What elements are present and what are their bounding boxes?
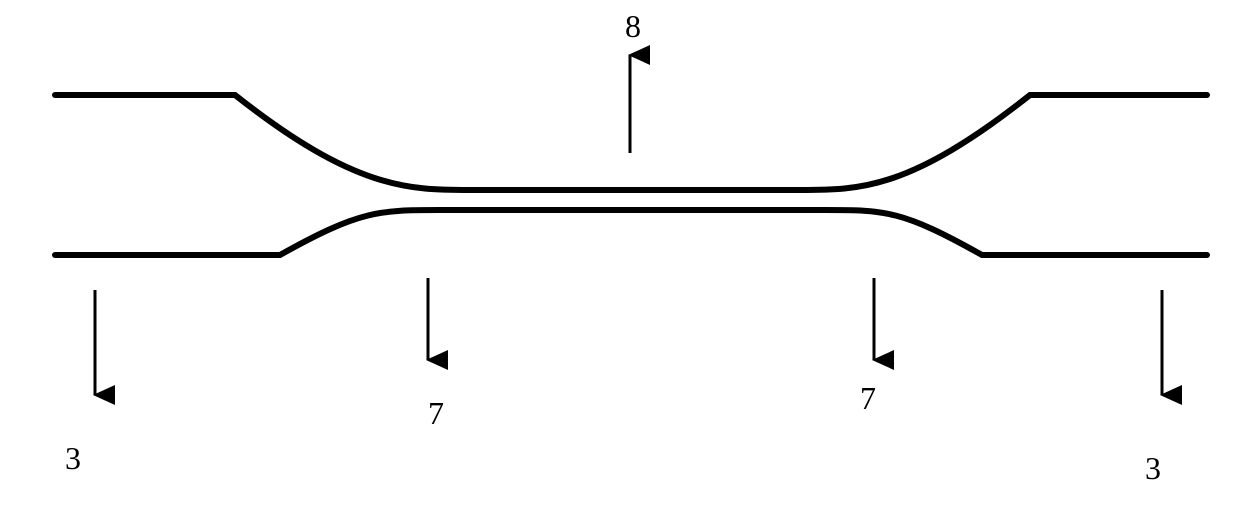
label-3-0: 3 — [65, 440, 81, 477]
label-7-3: 7 — [860, 380, 876, 417]
label-7-1: 7 — [428, 395, 444, 432]
label-8-2: 8 — [625, 8, 641, 45]
bottom-profile — [55, 210, 1207, 255]
label-3-4: 3 — [1145, 450, 1161, 487]
diagram-canvas — [0, 0, 1240, 520]
